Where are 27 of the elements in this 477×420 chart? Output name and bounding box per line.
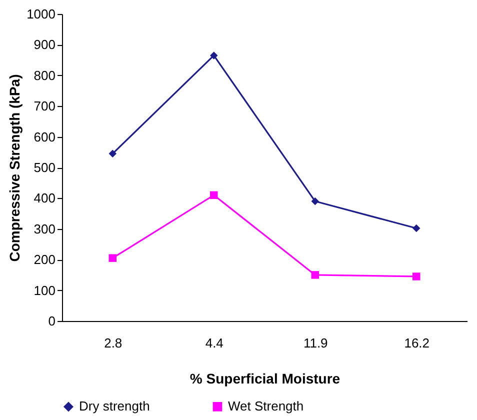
legend-label: Wet Strength [228,398,304,414]
y-axis-title: Compressive Strength (kPa) [6,74,23,262]
x-tick-label: 4.4 [205,336,224,350]
point [210,191,218,200]
y-tick-label: 600 [34,129,56,144]
y-tick-label: 0 [48,314,56,328]
point [108,254,116,262]
point [108,150,116,158]
point [210,52,218,60]
x-axis-title: % Superficial Moisture [190,370,340,386]
point [412,224,420,232]
y-tick-label: 900 [34,37,56,52]
legend-label: Dry strength [79,398,150,414]
y-tick-label: 700 [34,98,56,114]
point [412,272,420,280]
x-tick-label: 16.2 [404,336,430,350]
x-tick-label: 2.8 [104,336,122,350]
y-tick-label: 200 [34,252,56,268]
point [311,271,319,279]
y-tick-label: 800 [34,68,56,83]
y-tick-label: 500 [34,160,56,175]
y-tick-label: 300 [34,221,56,236]
point [311,197,319,206]
y-tick-label: 100 [34,282,56,298]
y-tick-label: 1000 [26,6,56,22]
x-tick-label: 11.9 [303,336,328,350]
y-tick-label: 400 [34,190,56,206]
